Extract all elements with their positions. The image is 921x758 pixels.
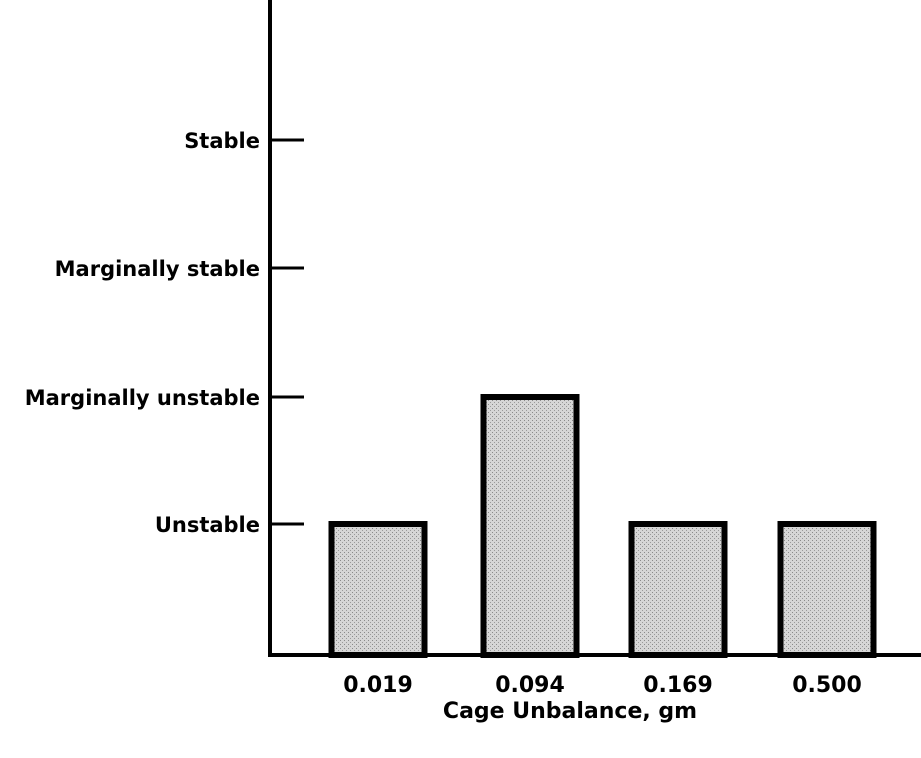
axes-layer [268,0,921,657]
y-tick-label: Stable [184,129,260,153]
y-ticks: Unstable Marginally unstable Marginally st… [25,129,304,537]
bar [777,521,877,658]
bar [628,521,728,658]
x-tick-label: 0.500 [792,673,862,698]
x-axis-title: Cage Unbalance, gm [443,699,697,724]
x-tick-label: 0.094 [495,673,565,698]
bar [328,521,428,658]
y-tick-label: Marginally stable [55,257,260,281]
x-tick-label: 0.169 [643,673,713,698]
y-tick-label: Marginally unstable [25,386,260,410]
bars-layer [328,394,877,658]
x-ticks: 0.019 0.094 0.169 0.500 [343,673,862,698]
bar [480,394,580,658]
y-tick-label: Unstable [155,513,260,537]
x-tick-label: 0.019 [343,673,413,698]
